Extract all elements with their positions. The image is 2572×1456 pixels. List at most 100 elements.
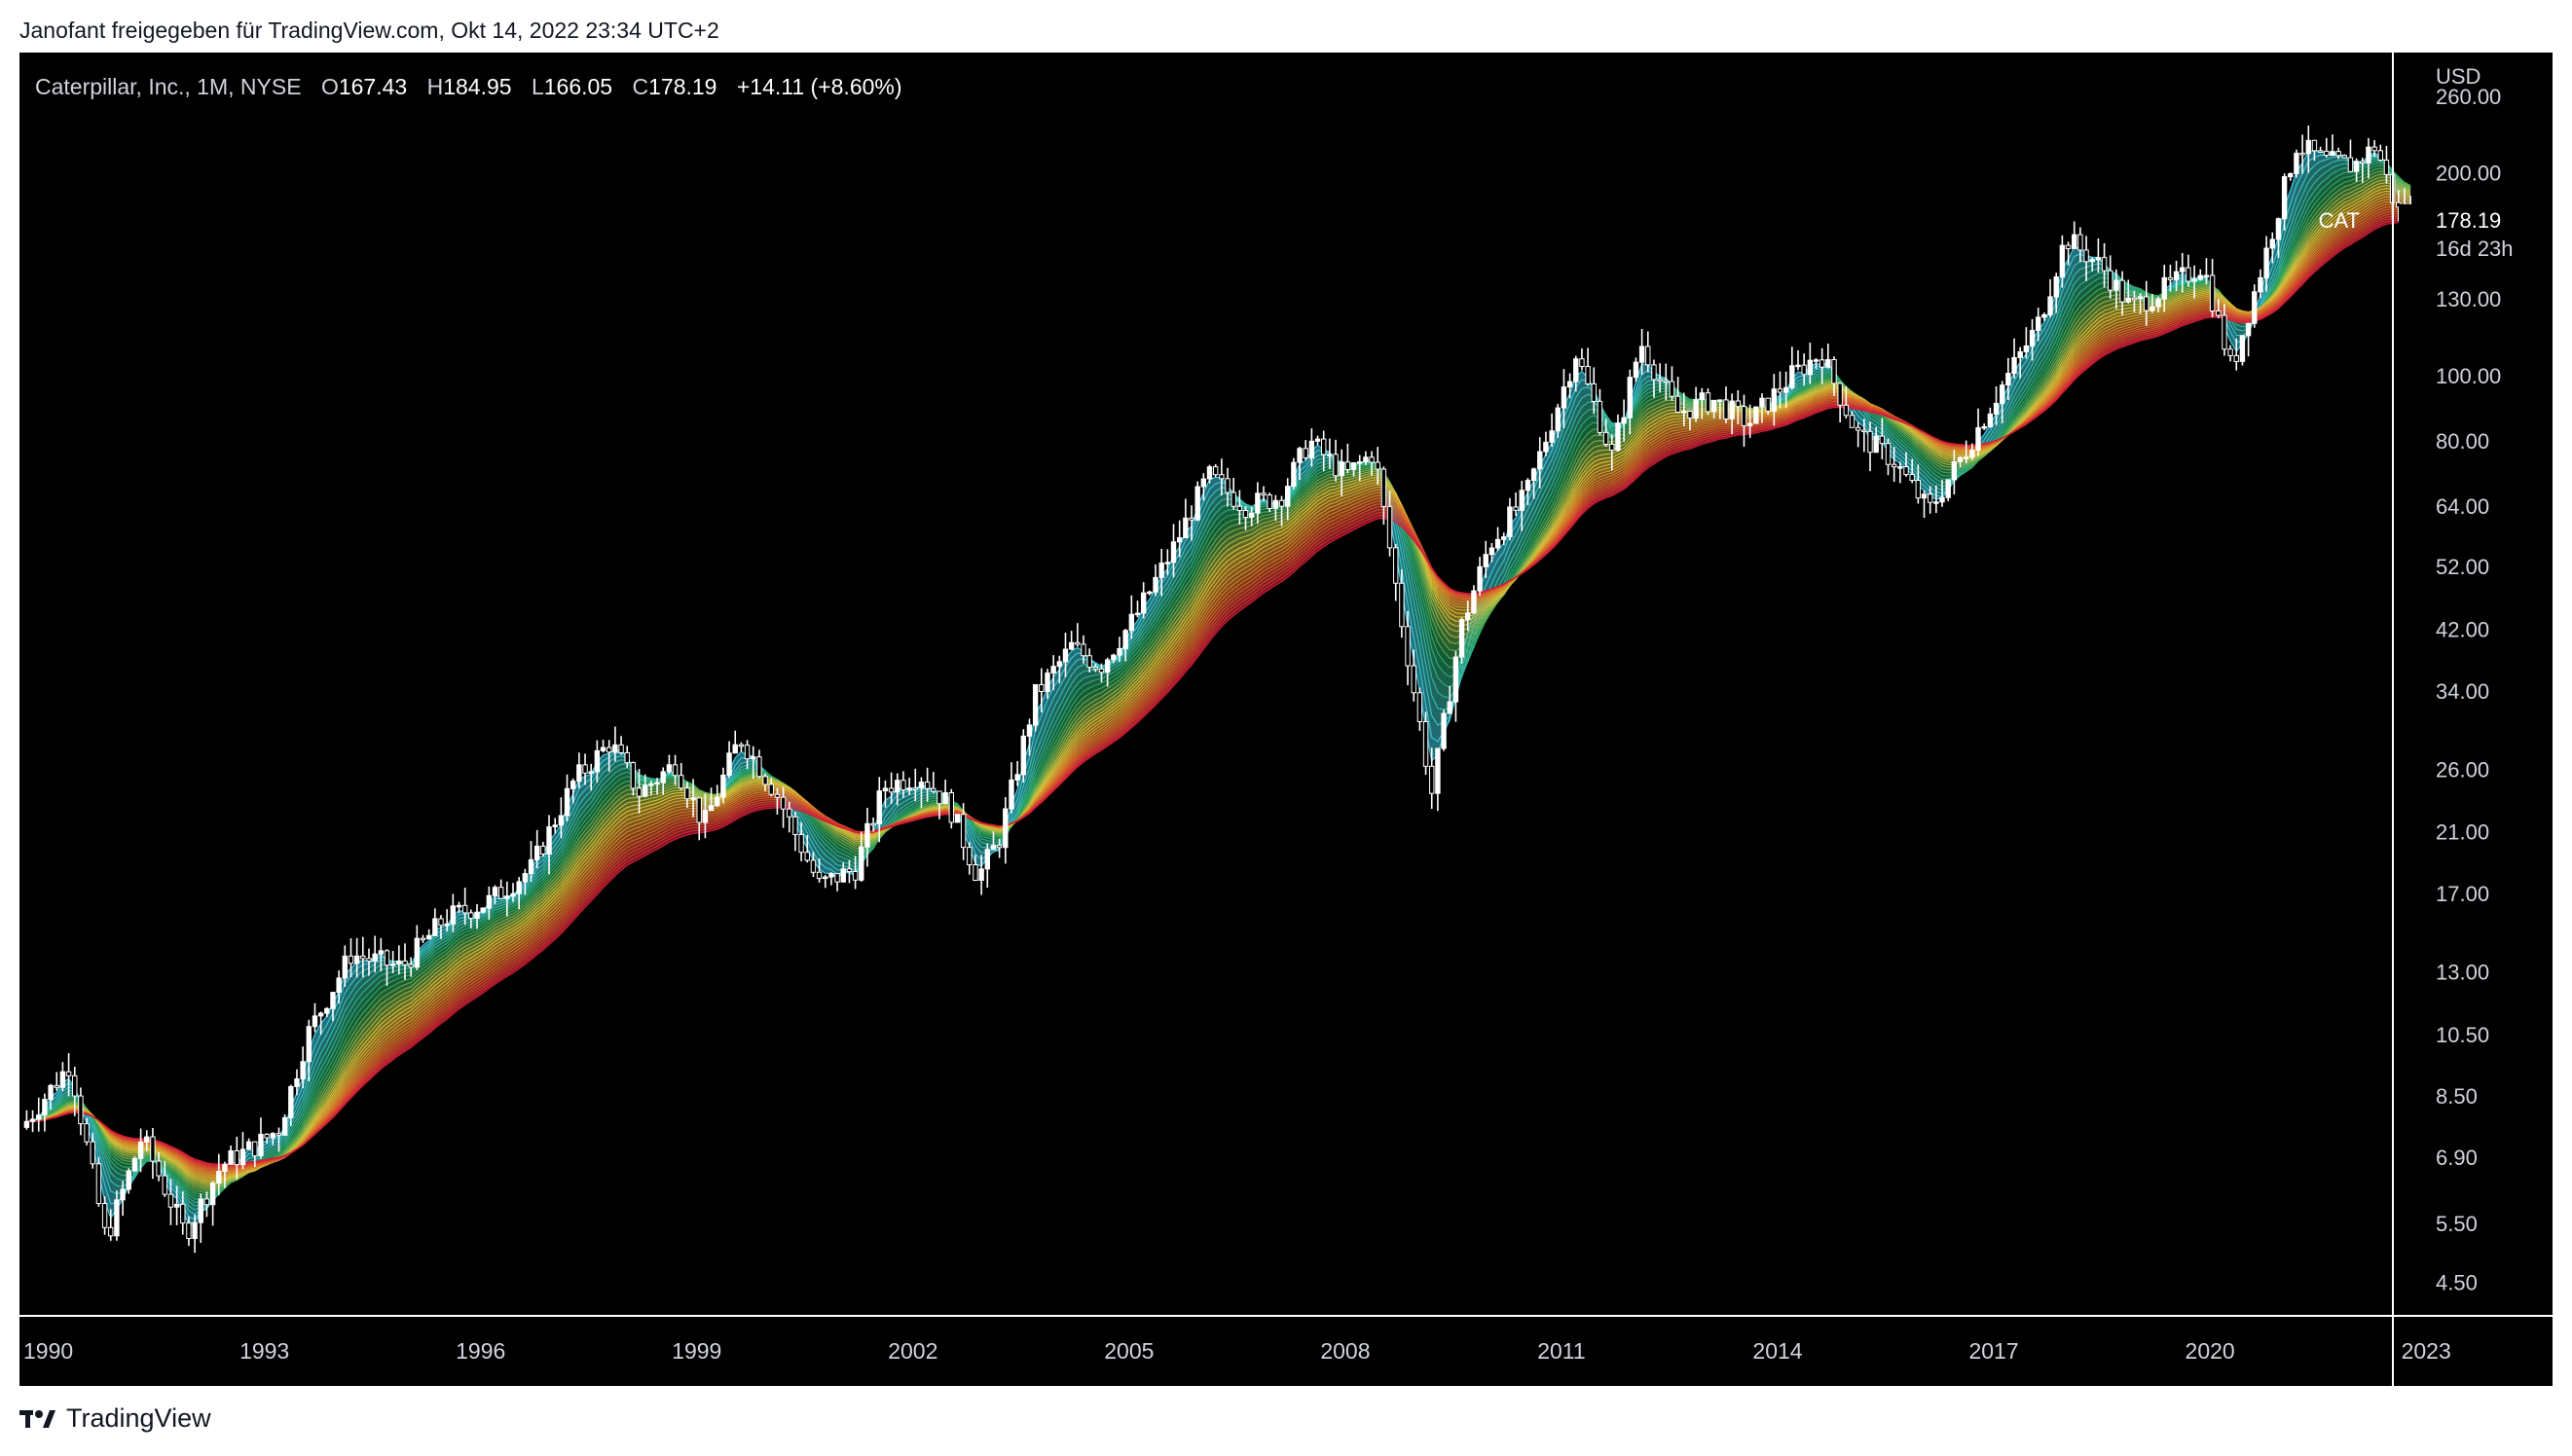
candle[interactable] xyxy=(1873,426,1879,454)
candle[interactable] xyxy=(2227,345,2233,362)
candle[interactable] xyxy=(1285,478,1291,521)
candle[interactable] xyxy=(1261,486,1267,501)
candle[interactable] xyxy=(1855,421,1861,448)
candle[interactable] xyxy=(1699,387,1705,419)
candle[interactable] xyxy=(1458,617,1465,664)
candle[interactable] xyxy=(516,877,522,910)
candle[interactable] xyxy=(1176,520,1183,558)
candle[interactable] xyxy=(522,868,529,895)
candle[interactable] xyxy=(1219,458,1225,496)
candle[interactable] xyxy=(1849,411,1856,428)
candle[interactable] xyxy=(228,1145,234,1165)
candle[interactable] xyxy=(150,1127,156,1180)
candle[interactable] xyxy=(2233,338,2239,371)
candle[interactable] xyxy=(882,780,889,808)
candle[interactable] xyxy=(762,773,768,791)
candle[interactable] xyxy=(859,831,864,883)
candle[interactable] xyxy=(2216,299,2222,318)
candle[interactable] xyxy=(167,1179,174,1225)
candle[interactable] xyxy=(1416,687,1423,731)
candle[interactable] xyxy=(1609,434,1615,471)
candle[interactable] xyxy=(162,1160,167,1197)
candle[interactable] xyxy=(937,790,942,819)
candle[interactable] xyxy=(696,797,702,841)
candle[interactable] xyxy=(594,740,601,783)
candle[interactable] xyxy=(1422,711,1429,776)
candle[interactable] xyxy=(2341,154,2347,159)
candle[interactable] xyxy=(1513,492,1519,517)
candle[interactable] xyxy=(2258,269,2263,299)
candle[interactable] xyxy=(1236,490,1243,525)
candle[interactable] xyxy=(1147,590,1153,596)
candle[interactable] xyxy=(973,855,978,882)
candle[interactable] xyxy=(672,754,679,785)
candle[interactable] xyxy=(654,778,660,795)
candle[interactable] xyxy=(95,1156,102,1207)
candle[interactable] xyxy=(1020,729,1027,783)
candle[interactable] xyxy=(2023,327,2030,359)
candle[interactable] xyxy=(1543,431,1549,456)
candle[interactable] xyxy=(114,1190,120,1241)
candle[interactable] xyxy=(2269,232,2275,264)
candle[interactable] xyxy=(2305,125,2311,173)
candle[interactable] xyxy=(895,773,900,806)
candle[interactable] xyxy=(2263,236,2269,292)
candle[interactable] xyxy=(2065,241,2072,266)
candle[interactable] xyxy=(618,736,624,755)
candle[interactable] xyxy=(834,873,840,892)
candle[interactable] xyxy=(1111,653,1117,664)
candle[interactable] xyxy=(1075,623,1081,647)
candle[interactable] xyxy=(294,1069,300,1096)
candle[interactable] xyxy=(1068,631,1075,650)
candle[interactable] xyxy=(1645,331,1651,373)
candle[interactable] xyxy=(2281,173,2288,231)
candle[interactable] xyxy=(1363,451,1369,465)
candle[interactable] xyxy=(1771,374,1778,426)
candle[interactable] xyxy=(2288,172,2294,181)
candle[interactable] xyxy=(1045,669,1050,699)
candle[interactable] xyxy=(1212,463,1219,478)
price-chart[interactable]: Caterpillar, Inc., 1M, NYSE O167.43 H184… xyxy=(19,53,2553,1386)
candle[interactable] xyxy=(1344,443,1351,474)
candle[interactable] xyxy=(137,1128,144,1173)
candle[interactable] xyxy=(425,928,432,940)
candle[interactable] xyxy=(2000,381,2005,423)
candle[interactable] xyxy=(1477,557,1483,597)
candle[interactable] xyxy=(684,782,690,808)
candle[interactable] xyxy=(2252,284,2258,328)
candle[interactable] xyxy=(2330,134,2335,157)
candle[interactable] xyxy=(1746,404,1753,438)
candle[interactable] xyxy=(258,1117,264,1159)
candle[interactable] xyxy=(1627,369,1633,435)
candle[interactable] xyxy=(1759,393,1765,423)
candle[interactable] xyxy=(1357,455,1363,482)
candle[interactable] xyxy=(630,761,637,796)
candle[interactable] xyxy=(823,874,828,889)
candle[interactable] xyxy=(1591,367,1597,415)
candle[interactable] xyxy=(1549,413,1555,448)
candle[interactable] xyxy=(2191,265,2197,299)
candle[interactable] xyxy=(1452,651,1459,722)
candle[interactable] xyxy=(192,1215,198,1254)
candle[interactable] xyxy=(474,903,480,929)
candle[interactable] xyxy=(36,1097,42,1132)
candle[interactable] xyxy=(1369,451,1375,476)
candle[interactable] xyxy=(1657,363,1663,393)
candle[interactable] xyxy=(90,1132,95,1169)
candle[interactable] xyxy=(2180,252,2186,293)
candle[interactable] xyxy=(432,908,438,937)
candle[interactable] xyxy=(864,807,870,867)
candle[interactable] xyxy=(1753,406,1759,424)
candle[interactable] xyxy=(42,1093,48,1132)
candle[interactable] xyxy=(533,829,540,869)
candle[interactable] xyxy=(1729,393,1735,435)
candle[interactable] xyxy=(1134,601,1141,618)
candle[interactable] xyxy=(912,768,918,802)
candle[interactable] xyxy=(726,741,732,779)
candle[interactable] xyxy=(1507,497,1513,541)
candle[interactable] xyxy=(1206,464,1213,484)
candle[interactable] xyxy=(1825,344,1831,369)
footer-brand[interactable]: TradingView xyxy=(19,1403,211,1434)
candle[interactable] xyxy=(1471,585,1477,614)
candle[interactable] xyxy=(666,754,673,774)
